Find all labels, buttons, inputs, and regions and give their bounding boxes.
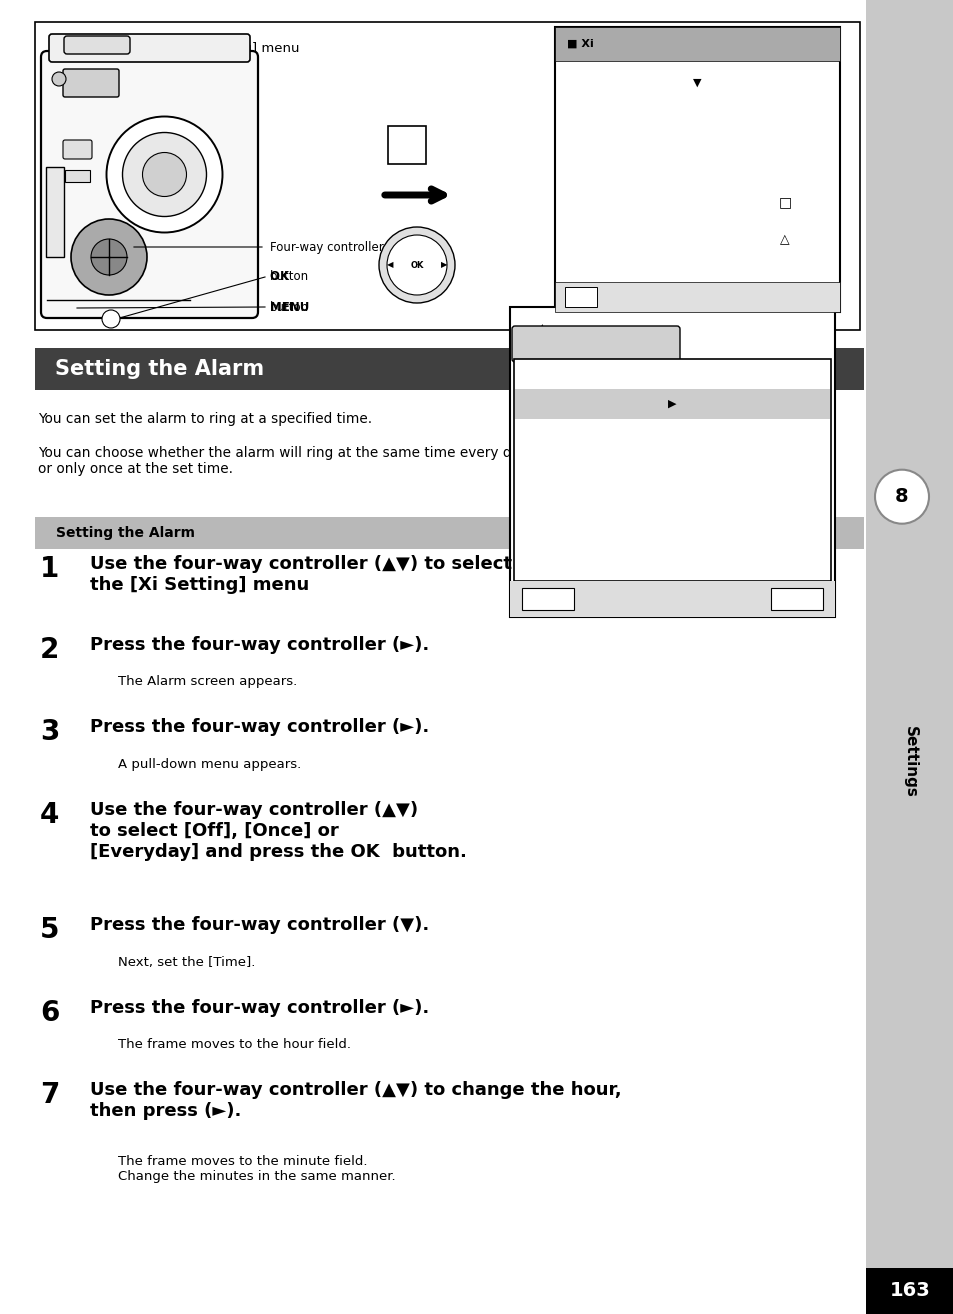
- Text: OK: OK: [410, 260, 423, 269]
- Bar: [35, 22, 859, 330]
- Circle shape: [122, 133, 206, 217]
- Text: Press the four-way controller (►).: Press the four-way controller (►).: [90, 999, 429, 1017]
- Text: Setting the Alarm: Setting the Alarm: [55, 359, 264, 378]
- Text: Use the four-way controller (▲▼) to change the hour,
then press (►).: Use the four-way controller (▲▼) to chan…: [90, 1081, 621, 1121]
- FancyBboxPatch shape: [512, 326, 679, 361]
- Circle shape: [387, 235, 447, 296]
- Text: ▶: ▶: [667, 399, 676, 409]
- Bar: [521, 587, 574, 610]
- Text: Setting the Alarm: Setting the Alarm: [56, 526, 194, 540]
- Text: 8: 8: [894, 487, 908, 506]
- Circle shape: [142, 152, 186, 197]
- Circle shape: [71, 219, 147, 296]
- Text: ■ Xi: ■ Xi: [566, 39, 593, 49]
- Text: button: button: [270, 301, 309, 314]
- Text: The Alarm screen appears.: The Alarm screen appears.: [118, 675, 297, 689]
- Text: Use the four-way controller (▲▼) to select [Alarm] on
the [Xi Setting] menu: Use the four-way controller (▲▼) to sele…: [90, 555, 625, 594]
- Text: The frame moves to the hour field.: The frame moves to the hour field.: [118, 1038, 351, 1051]
- Bar: [514, 359, 830, 581]
- Bar: [555, 28, 840, 311]
- Bar: [564, 286, 597, 307]
- Circle shape: [874, 469, 928, 524]
- Text: The frame moves to the minute field.
Change the minutes in the same manner.: The frame moves to the minute field. Cha…: [118, 1155, 395, 1184]
- FancyBboxPatch shape: [63, 141, 91, 159]
- FancyBboxPatch shape: [49, 34, 250, 62]
- Circle shape: [52, 72, 66, 85]
- Text: 6: 6: [40, 999, 59, 1028]
- Text: OK: OK: [270, 271, 293, 284]
- Text: 4: 4: [40, 802, 59, 829]
- Text: Use the four-way controller (▲▼)
to select [Off], [Once] or
[Everyday] and press: Use the four-way controller (▲▼) to sele…: [90, 802, 466, 861]
- Text: 5: 5: [40, 916, 59, 945]
- FancyBboxPatch shape: [63, 70, 119, 97]
- Bar: [388, 126, 426, 164]
- Text: Press the four-way controller (►).: Press the four-way controller (►).: [90, 636, 429, 654]
- Bar: [510, 307, 834, 618]
- Text: button: button: [270, 271, 309, 284]
- Text: You can choose whether the alarm will ring at the same time every day
or only on: You can choose whether the alarm will ri…: [38, 445, 527, 476]
- Bar: [865, 0, 953, 1314]
- Bar: [555, 283, 840, 311]
- Circle shape: [378, 227, 455, 304]
- Bar: [46, 167, 64, 258]
- Text: You can set the alarm to ring at a specified time.: You can set the alarm to ring at a speci…: [38, 413, 372, 426]
- Text: ◀: ◀: [386, 260, 393, 269]
- Text: 1: 1: [40, 555, 59, 583]
- Bar: [555, 28, 840, 60]
- FancyBboxPatch shape: [41, 51, 257, 318]
- Circle shape: [107, 117, 222, 233]
- Text: ▼: ▼: [693, 78, 701, 88]
- Bar: [510, 581, 834, 618]
- Text: Four-way controller: Four-way controller: [270, 240, 383, 254]
- Text: □: □: [778, 194, 791, 209]
- Circle shape: [91, 239, 127, 275]
- Text: 3: 3: [40, 719, 59, 746]
- Text: 7: 7: [40, 1081, 59, 1109]
- Text: △: △: [780, 234, 789, 247]
- Text: MENU: MENU: [270, 301, 314, 314]
- Bar: [35, 348, 863, 390]
- Text: Next, set the [Time].: Next, set the [Time].: [118, 957, 255, 968]
- Text: Press the four-way controller (▼).: Press the four-way controller (▼).: [90, 916, 429, 934]
- Bar: [35, 516, 863, 549]
- Text: 2: 2: [40, 636, 59, 664]
- Text: ▶: ▶: [440, 260, 447, 269]
- Text: 163: 163: [889, 1281, 929, 1301]
- Text: How to display the [Xi Setting] menu: How to display the [Xi Setting] menu: [53, 42, 299, 55]
- Bar: [770, 587, 822, 610]
- Bar: [515, 389, 829, 419]
- Circle shape: [102, 310, 120, 328]
- Text: Settings: Settings: [902, 727, 917, 798]
- Text: A pull-down menu appears.: A pull-down menu appears.: [118, 758, 301, 771]
- FancyBboxPatch shape: [64, 35, 130, 54]
- Text: △: △: [537, 322, 547, 336]
- Bar: [865, 1268, 953, 1314]
- Bar: [65, 170, 90, 183]
- Text: Press the four-way controller (►).: Press the four-way controller (►).: [90, 719, 429, 737]
